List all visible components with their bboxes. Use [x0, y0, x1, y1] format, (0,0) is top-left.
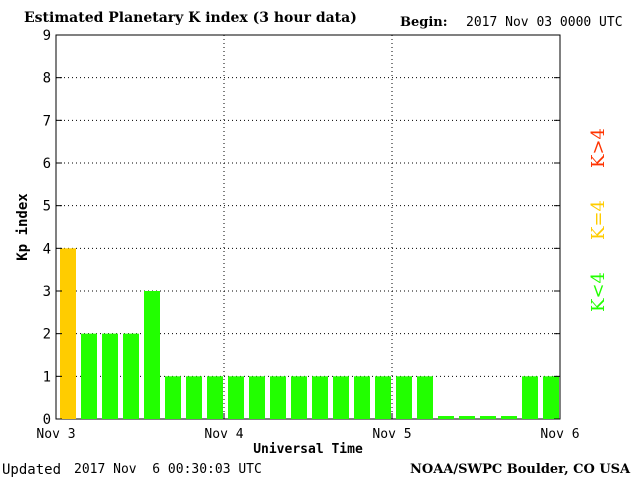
kp-bar: [228, 376, 244, 419]
kp-bar: [396, 376, 412, 419]
kp-bar: [60, 248, 76, 419]
updated-value: 2017 Nov 6 00:30:03 UTC: [74, 462, 262, 477]
y-tick-label: 8: [43, 71, 51, 87]
y-axis-label: Kp index: [15, 193, 31, 261]
y-tick-label: 1: [43, 369, 51, 385]
x-axis-label: Universal Time: [253, 442, 363, 457]
y-tick-label: 6: [43, 156, 51, 172]
kp-bar: [102, 333, 118, 419]
updated-label: Updated: [2, 462, 62, 478]
begin-label: Begin:: [400, 15, 448, 30]
y-tick-label: 0: [43, 412, 51, 428]
legend-k-lt-4: K<4: [588, 272, 609, 312]
kp-bar: [81, 333, 97, 419]
kp-bar: [501, 416, 517, 419]
legend-k-gt-4: K>4: [588, 128, 609, 168]
source-credit: NOAA/SWPC Boulder, CO USA: [410, 462, 631, 477]
x-tick-label: Nov 4: [204, 427, 243, 442]
x-tick-label: Nov 3: [36, 427, 75, 442]
x-axis-ticks: Nov 3 Nov 4 Nov 5 Nov 6: [36, 413, 580, 442]
kp-bar: [123, 333, 139, 419]
x-tick-label: Nov 6: [540, 427, 579, 442]
plot-frame: [55, 34, 561, 420]
begin-value: 2017 Nov 03 0000 UTC: [466, 15, 623, 30]
kp-bar: [522, 376, 538, 419]
kp-bar: [375, 376, 391, 419]
kp-bar: [249, 376, 265, 419]
y-tick-label: 7: [43, 113, 51, 129]
kp-bar: [543, 376, 559, 419]
kp-bar: [417, 376, 433, 419]
chart-title: Estimated Planetary K index (3 hour data…: [24, 10, 357, 26]
y-tick-label: 2: [43, 327, 51, 343]
kp-bar: [207, 376, 223, 419]
kp-bar: [333, 376, 349, 419]
x-tick-label: Nov 5: [372, 427, 411, 442]
kp-bar: [165, 376, 181, 419]
y-tick-label: 9: [43, 28, 51, 44]
kp-bar: [186, 376, 202, 419]
kp-bar: [270, 376, 286, 419]
kp-bar: [480, 416, 496, 419]
y-tick-label: 4: [43, 241, 51, 257]
kp-bar: [144, 291, 160, 419]
kp-bar: [354, 376, 370, 419]
y-tick-label: 5: [43, 199, 51, 215]
y-axis-ticks: 0 1 2 3 4 5 6 7 8 9: [43, 28, 560, 428]
legend-k-eq-4: K=4: [588, 200, 609, 240]
kp-bar: [312, 376, 328, 419]
kp-bar: [291, 376, 307, 419]
kp-bar: [438, 416, 454, 419]
bars: [60, 248, 559, 419]
y-tick-label: 3: [43, 284, 51, 300]
kp-bar: [459, 416, 475, 419]
grid-lines: [56, 35, 560, 419]
